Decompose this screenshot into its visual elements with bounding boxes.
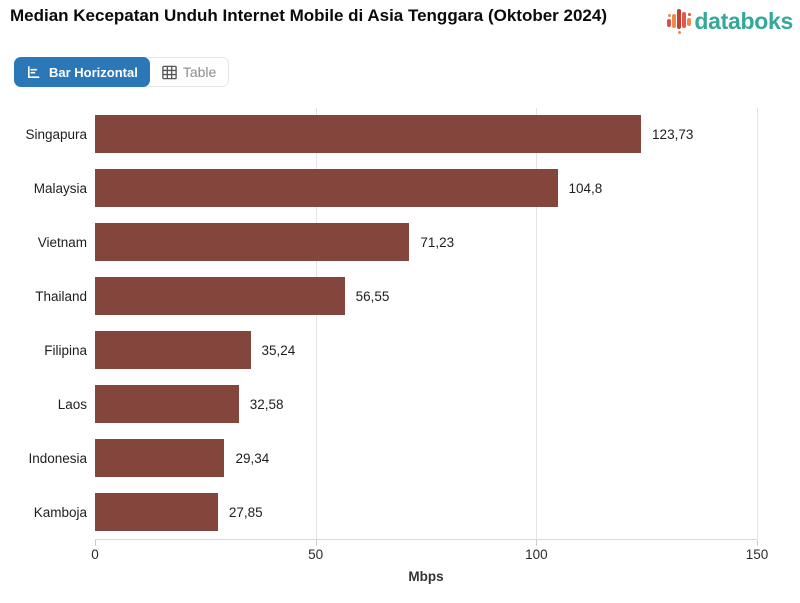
x-tick-label: 150 (745, 547, 769, 562)
databoks-logo-icon (666, 6, 692, 37)
bar-horizontal-chart-icon (26, 65, 41, 80)
databoks-logo[interactable]: databoks (666, 6, 793, 37)
x-tick-label: 100 (525, 547, 548, 562)
x-tick-mark (757, 540, 758, 546)
table-button[interactable]: Table (149, 58, 228, 86)
bar-row: Malaysia 104,8 (0, 161, 800, 215)
gridline (315, 108, 317, 539)
plot-area: Singapura 123,73 Malaysia 104,8 Vietnam 71,23… (0, 107, 800, 539)
bar[interactable] (95, 331, 251, 369)
category-label: Singapura (25, 126, 87, 142)
category-label: Malaysia (33, 180, 87, 196)
rows: Singapura 123,73 Malaysia 104,8 Vietnam 71,23… (0, 107, 800, 539)
bar-horizontal-button[interactable]: Bar Horizontal (14, 57, 150, 87)
category-label: Filipina (44, 342, 87, 358)
x-axis-line (95, 539, 757, 540)
bar-row: Kamboja 27,85 (0, 485, 800, 539)
view-switcher: Bar Horizontal Table (14, 57, 230, 87)
value-label: 104,8 (568, 180, 603, 196)
databoks-logo-text: databoks (694, 8, 793, 34)
gridline (536, 108, 538, 539)
bar[interactable] (95, 439, 225, 477)
x-tick-label: 0 (91, 547, 99, 562)
bar-row: Thailand 56,55 (0, 269, 800, 323)
value-label: 123,73 (652, 126, 694, 142)
x-tick-mark (536, 540, 538, 546)
value-label: 27,85 (228, 504, 263, 520)
bar[interactable] (95, 115, 642, 153)
value-label: 56,55 (355, 288, 390, 304)
x-tick-label: 50 (308, 547, 324, 562)
bar[interactable] (95, 169, 558, 207)
x-axis-title: Mbps (408, 569, 444, 584)
bar-row: Vietnam 71,23 (0, 215, 800, 269)
category-label: Indonesia (28, 450, 87, 466)
bar[interactable] (95, 385, 239, 423)
bar[interactable] (95, 493, 218, 531)
category-label: Kamboja (33, 504, 87, 520)
chart-title: Median Kecepatan Unduh Internet Mobile d… (10, 6, 607, 25)
bar-row: Laos 32,58 (0, 377, 800, 431)
bar-row: Indonesia 29,34 (0, 431, 800, 485)
table-icon (161, 64, 178, 81)
bar-row: Singapura 123,73 (0, 107, 800, 161)
value-label: 71,23 (420, 234, 455, 250)
bar[interactable] (95, 223, 410, 261)
category-label: Vietnam (37, 234, 87, 250)
x-tick-mark (315, 540, 317, 546)
value-label: 32,58 (249, 396, 284, 412)
value-label: 29,34 (235, 450, 270, 466)
x-tick-mark (95, 540, 96, 546)
category-label: Laos (57, 396, 87, 412)
table-label: Table (182, 64, 217, 80)
value-label: 35,24 (261, 342, 296, 358)
x-axis: 0 50 100 150 Mbps (0, 539, 800, 603)
category-label: Thailand (35, 288, 87, 304)
bar-horizontal-label: Bar Horizontal (49, 64, 138, 80)
gridline (757, 108, 758, 539)
bar-row: Filipina 35,24 (0, 323, 800, 377)
bar[interactable] (95, 277, 345, 315)
